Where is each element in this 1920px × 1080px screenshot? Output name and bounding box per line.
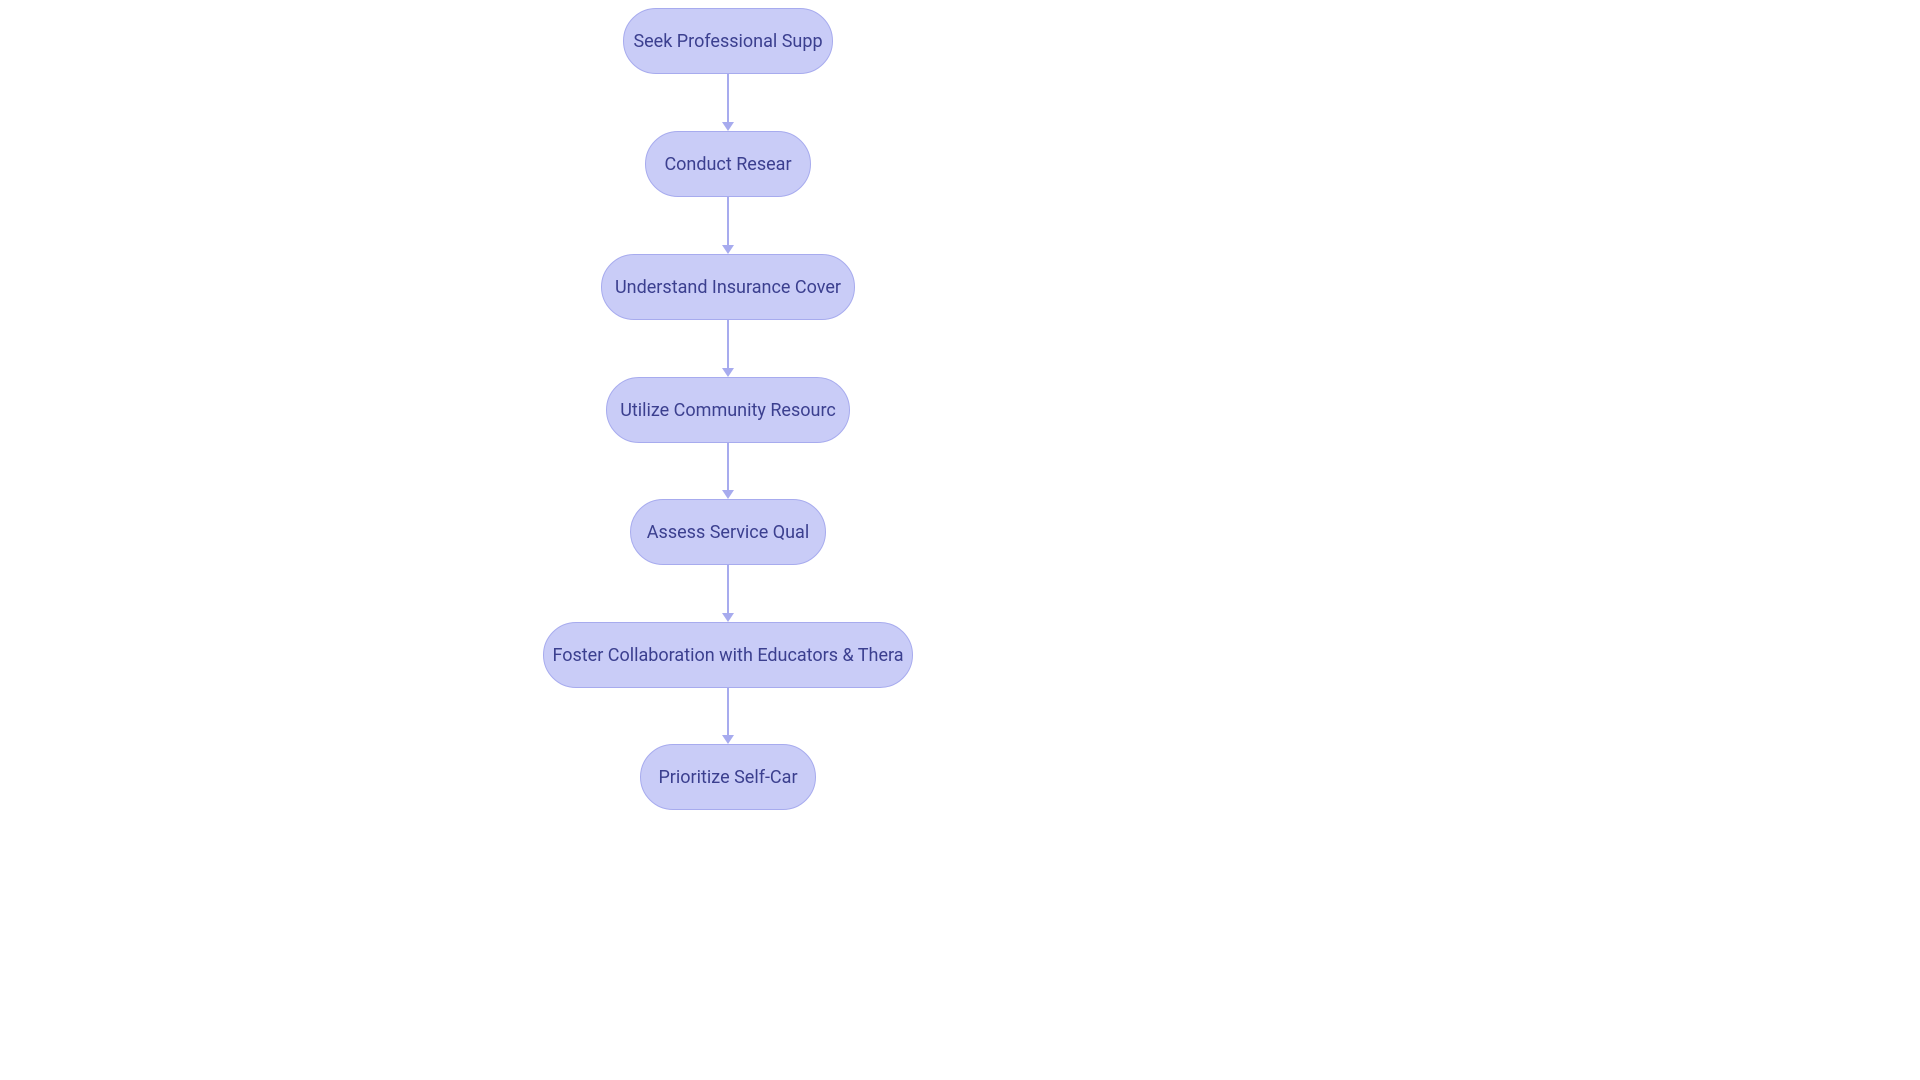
flowchart-node[interactable]: Understand Insurance Cover xyxy=(601,254,855,320)
flowchart-arrowhead xyxy=(722,122,734,131)
flowchart-node-label: Assess Service Qual xyxy=(647,522,809,543)
flowchart-arrowhead xyxy=(722,490,734,499)
flowchart-edge xyxy=(727,320,729,368)
flowchart-node[interactable]: Assess Service Qual xyxy=(630,499,826,565)
flowchart-edge xyxy=(727,565,729,613)
flowchart-arrowhead xyxy=(722,368,734,377)
flowchart-arrowhead xyxy=(722,613,734,622)
flowchart-node-label: Prioritize Self-Car xyxy=(658,767,797,788)
flowchart-node[interactable]: Foster Collaboration with Educators & Th… xyxy=(543,622,913,688)
flowchart-arrowhead xyxy=(722,245,734,254)
flowchart-node[interactable]: Conduct Resear xyxy=(645,131,811,197)
flowchart-node-label: Foster Collaboration with Educators & Th… xyxy=(552,645,903,666)
flowchart-canvas: Seek Professional Supp Conduct Resear Unde… xyxy=(0,0,1920,1080)
flowchart-node-label: Understand Insurance Cover xyxy=(615,277,841,298)
flowchart-node[interactable]: Utilize Community Resourc xyxy=(606,377,850,443)
flowchart-edge xyxy=(727,443,729,490)
flowchart-node-label: Conduct Resear xyxy=(664,154,791,175)
flowchart-edge xyxy=(727,688,729,735)
flowchart-node-label: Utilize Community Resourc xyxy=(620,400,836,421)
flowchart-node[interactable]: Seek Professional Supp xyxy=(623,8,833,74)
flowchart-node-label: Seek Professional Supp xyxy=(633,31,822,52)
flowchart-arrowhead xyxy=(722,735,734,744)
flowchart-edge xyxy=(727,74,729,122)
flowchart-node[interactable]: Prioritize Self-Car xyxy=(640,744,816,810)
flowchart-edge xyxy=(727,197,729,245)
